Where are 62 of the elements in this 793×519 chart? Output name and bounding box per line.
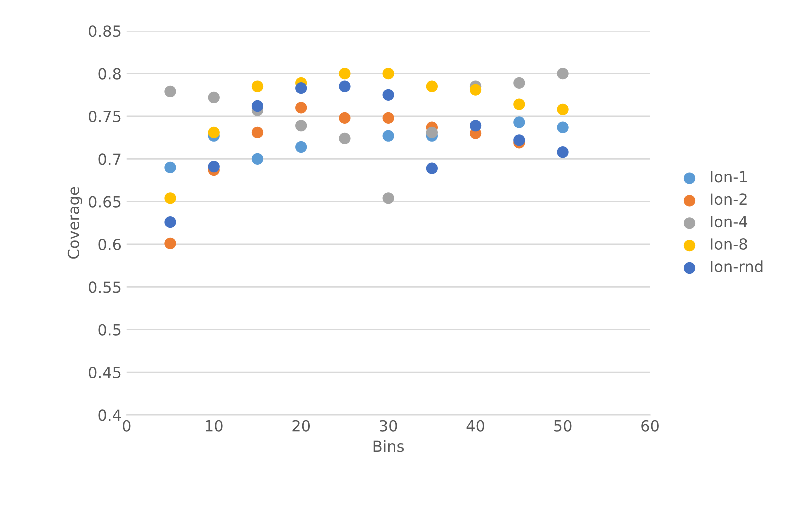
point [296,120,308,132]
point [208,161,220,173]
x-tick-label: 20 [292,420,310,432]
y-tick-label: 0.7 [98,154,121,166]
point [164,192,176,204]
point [164,162,176,174]
legend-label: Ion-4 [711,216,748,228]
x-tick-label: 10 [206,420,223,432]
y-tick-label: 0.4 [98,410,122,422]
point [426,80,438,92]
point [252,126,264,139]
legend-label: Ion-1 [711,171,747,183]
point [164,86,176,98]
x-tick-label: 60 [642,420,659,432]
point [382,112,394,124]
point [426,162,438,174]
point [252,153,264,165]
point [514,98,526,110]
point [164,238,176,250]
point [208,92,220,104]
point [339,132,351,144]
point [339,68,351,80]
x-tick-label: 40 [466,420,485,432]
point [557,146,569,158]
point [382,89,394,101]
x-tick-label: 30 [380,420,398,432]
point [382,130,394,142]
point [339,80,351,92]
legend-label: Ion-2 [711,194,747,206]
y-tick-label: 0.6 [98,238,122,251]
y-tick-label: 0.5 [98,324,121,336]
point [296,82,308,94]
point [382,192,394,204]
point [514,134,526,146]
point [339,112,351,124]
y-tick-label: 0.8 [98,68,121,80]
y-tick-label: 0.55 [89,282,121,294]
legend-label: Ion-rnd [711,260,763,272]
point [382,68,394,80]
point [470,120,482,132]
point [557,122,569,134]
point [514,77,526,90]
point [470,84,482,96]
x-axis-title: Bins [374,440,404,452]
point [296,141,308,154]
x-tick-label: 50 [554,420,572,432]
y-tick-label: 0.75 [89,110,121,123]
point [557,68,569,80]
point [426,126,438,139]
y-tick-label: 0.65 [89,196,121,208]
point [514,116,526,128]
point [252,80,264,92]
y-tick-label: 0.85 [89,26,121,38]
point [557,104,569,116]
x-tick-label: 0 [123,420,131,432]
point [296,102,308,114]
y-tick-label: 0.45 [89,366,121,379]
point [252,100,264,112]
point [208,126,220,139]
legend-label: Ion-8 [711,238,748,250]
point [164,216,176,228]
y-axis-title: Coverage [68,187,82,259]
